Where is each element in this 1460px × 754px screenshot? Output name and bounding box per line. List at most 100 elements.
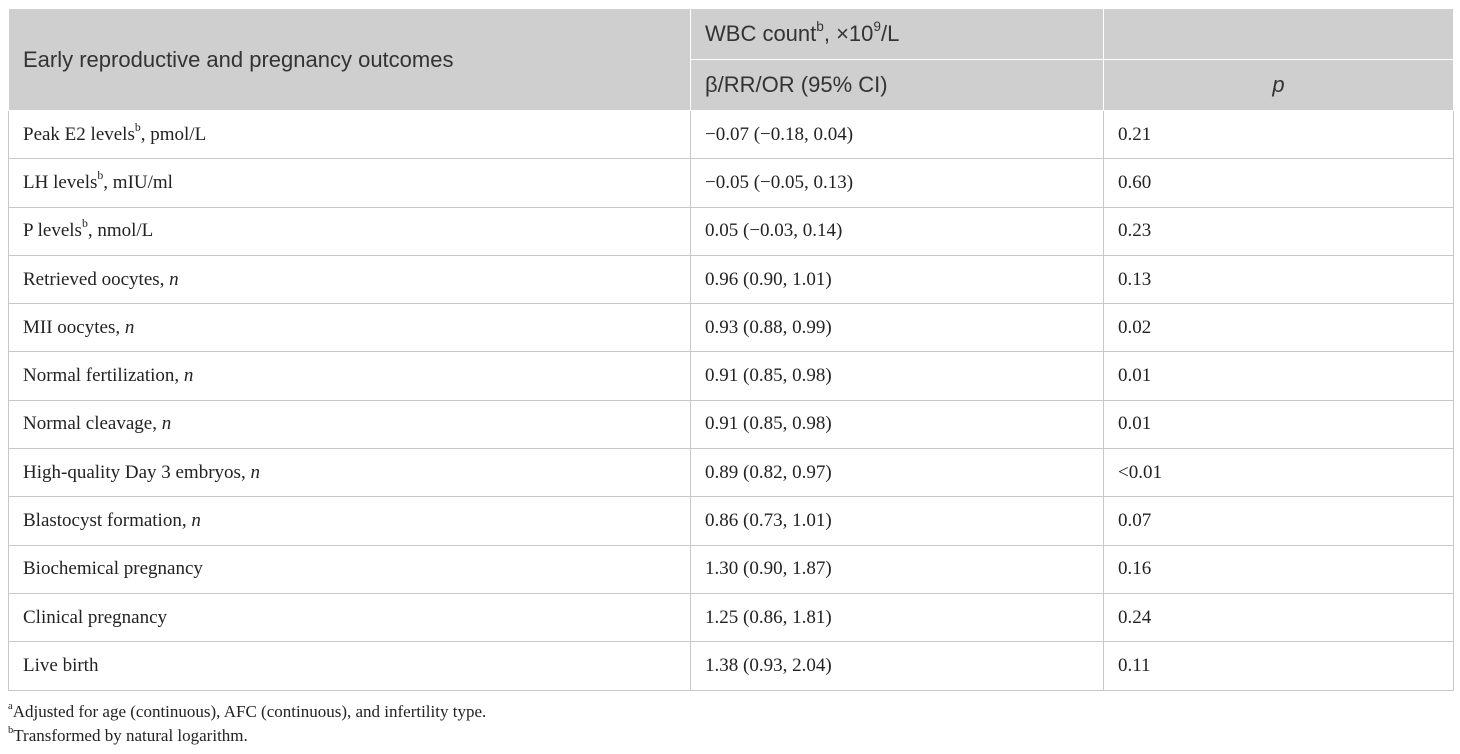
footnotes: aAdjusted for age (continuous), AFC (con… xyxy=(8,700,486,748)
wbc-column-header: WBC countb, ×109/L xyxy=(690,8,1104,60)
outcome-footnote-mark: b xyxy=(134,120,141,134)
table-row: Peak E2 levelsb, pmol/L −0.07 (−0.18, 0.0… xyxy=(8,109,1454,160)
estimate-cell: 0.93 (0.88, 0.99) xyxy=(690,303,1104,353)
p-header-label: p xyxy=(1272,72,1285,97)
p-value-cell: 0.13 xyxy=(1103,254,1454,305)
estimate-cell: 0.86 (0.73, 1.01) xyxy=(690,496,1104,546)
outcome-cell: P levelsb, nmol/L xyxy=(8,206,691,256)
outcome-unit: , xyxy=(181,510,192,532)
outcome-unit: , xyxy=(115,316,125,338)
table-row: Biochemical pregnancy 1.30 (0.90, 1.87) 0.… xyxy=(8,544,1454,594)
outcome-cell: Blastocyst formation, n xyxy=(8,496,691,546)
p-value-cell: 0.21 xyxy=(1103,109,1454,160)
outcome-name: High-quality Day 3 embryos xyxy=(23,461,241,483)
outcome-count-symbol: n xyxy=(191,510,201,532)
wbc-unit-suffix: /L xyxy=(880,21,900,46)
table-row: Clinical pregnancy 1.25 (0.86, 1.81) 0.24 xyxy=(8,592,1454,643)
outcome-name: Retrieved oocytes xyxy=(23,268,160,290)
outcome-count-symbol: n xyxy=(250,461,260,483)
outcome-unit: , xyxy=(174,365,184,387)
estimate-cell: 0.91 (0.85, 0.98) xyxy=(690,399,1104,450)
table-row: Normal fertilization, n 0.91 (0.85, 0.98)… xyxy=(8,351,1454,401)
outcome-cell: Live birth xyxy=(8,641,691,691)
table-row: MII oocytes, n 0.93 (0.88, 0.99) 0.02 xyxy=(8,303,1454,353)
outcome-count-symbol: n xyxy=(169,268,179,290)
table-row: Normal cleavage, n 0.91 (0.85, 0.98) 0.01 xyxy=(8,399,1454,450)
outcome-column-header: Early reproductive and pregnancy outcome… xyxy=(8,8,691,111)
outcome-unit: , mIU/ml xyxy=(103,171,173,193)
p-value-cell: 0.23 xyxy=(1103,206,1454,256)
p-value-cell: 0.01 xyxy=(1103,351,1454,401)
estimate-cell: 0.05 (−0.03, 0.14) xyxy=(690,206,1104,256)
estimate-cell: 1.38 (0.93, 2.04) xyxy=(690,641,1104,691)
p-value-cell: 0.60 xyxy=(1103,158,1454,208)
outcome-count-symbol: n xyxy=(124,316,135,338)
outcome-name: MII oocytes xyxy=(23,316,116,338)
outcome-name: LH levels xyxy=(23,171,98,193)
p-value-cell: 0.11 xyxy=(1103,641,1454,691)
outcome-name: Normal fertilization xyxy=(23,365,175,387)
estimate-cell: 1.30 (0.90, 1.87) xyxy=(690,544,1104,594)
outcome-header-label: Early reproductive and pregnancy outcome… xyxy=(23,46,454,72)
p-value-cell: <0.01 xyxy=(1103,448,1454,498)
p-value-cell: 0.16 xyxy=(1103,544,1454,594)
footnote-text: Transformed by natural logarithm. xyxy=(13,726,248,745)
results-table: Early reproductive and pregnancy outcome… xyxy=(8,8,1454,691)
table-row: Live birth 1.38 (0.93, 2.04) 0.11 xyxy=(8,641,1454,691)
footnote: aAdjusted for age (continuous), AFC (con… xyxy=(8,700,486,724)
wbc-unit-prefix: , ×10 xyxy=(823,21,874,46)
outcome-unit: , nmol/L xyxy=(87,220,154,242)
outcome-name: Peak E2 levels xyxy=(23,123,135,145)
footnote-mark: a xyxy=(8,701,13,713)
p-value-cell: 0.02 xyxy=(1103,303,1454,353)
outcome-cell: Normal fertilization, n xyxy=(8,351,691,401)
outcome-unit: , pmol/L xyxy=(140,123,207,145)
estimate-cell: −0.07 (−0.18, 0.04) xyxy=(690,109,1104,160)
estimate-cell: 1.25 (0.86, 1.81) xyxy=(690,592,1104,643)
table-header: Early reproductive and pregnancy outcome… xyxy=(8,8,1454,111)
outcome-name: Live birth xyxy=(23,654,99,676)
outcome-cell: Biochemical pregnancy xyxy=(8,544,691,594)
p-column-header: p xyxy=(1103,59,1454,111)
estimate-cell: 0.96 (0.90, 1.01) xyxy=(690,254,1104,305)
outcome-cell: Peak E2 levelsb, pmol/L xyxy=(8,109,691,160)
outcome-count-symbol: n xyxy=(183,365,194,387)
outcome-unit: , xyxy=(159,268,170,290)
effect-column-header: β/RR/OR (95% CI) xyxy=(690,59,1104,111)
outcome-footnote-mark: b xyxy=(81,217,88,231)
wbc-header-footnote-mark: b xyxy=(816,18,824,34)
outcome-cell: Clinical pregnancy xyxy=(8,592,691,643)
p-value-cell: 0.01 xyxy=(1103,399,1454,450)
outcome-name: P levels xyxy=(23,220,82,242)
outcome-unit: , xyxy=(240,461,251,483)
outcome-footnote-mark: b xyxy=(97,169,104,183)
estimate-cell: −0.05 (−0.05, 0.13) xyxy=(690,158,1104,208)
empty-header-cell xyxy=(1103,8,1454,60)
outcome-cell: LH levelsb, mIU/ml xyxy=(8,158,691,208)
footnote-mark: b xyxy=(8,725,14,737)
table-row: P levelsb, nmol/L 0.05 (−0.03, 0.14) 0.23 xyxy=(8,206,1454,256)
estimate-cell: 0.91 (0.85, 0.98) xyxy=(690,351,1104,401)
outcome-cell: MII oocytes, n xyxy=(8,303,691,353)
outcome-name: Clinical pregnancy xyxy=(23,606,168,628)
outcome-cell: Retrieved oocytes, n xyxy=(8,254,691,305)
footnote: bTransformed by natural logarithm. xyxy=(8,724,486,748)
effect-header-label: β/RR/OR (95% CI) xyxy=(705,72,888,97)
table-row: Blastocyst formation, n 0.86 (0.73, 1.01)… xyxy=(8,496,1454,546)
wbc-header-label: WBC count xyxy=(705,21,817,46)
table-body: Peak E2 levelsb, pmol/L −0.07 (−0.18, 0.0… xyxy=(8,109,1454,691)
outcome-cell: High-quality Day 3 embryos, n xyxy=(8,448,691,498)
wbc-unit-exponent: 9 xyxy=(873,18,881,34)
footnote-text: Adjusted for age (continuous), AFC (cont… xyxy=(12,702,487,721)
outcome-count-symbol: n xyxy=(161,413,172,435)
outcome-unit: , xyxy=(152,413,162,435)
p-value-cell: 0.07 xyxy=(1103,496,1454,546)
outcome-name: Blastocyst formation xyxy=(23,510,182,532)
estimate-cell: 0.89 (0.82, 0.97) xyxy=(690,448,1104,498)
table-row: Retrieved oocytes, n 0.96 (0.90, 1.01) 0.1… xyxy=(8,254,1454,305)
table-row: High-quality Day 3 embryos, n 0.89 (0.82,… xyxy=(8,448,1454,498)
outcome-cell: Normal cleavage, n xyxy=(8,399,691,450)
outcome-name: Normal cleavage xyxy=(23,413,153,435)
p-value-cell: 0.24 xyxy=(1103,592,1454,643)
outcome-name: Biochemical pregnancy xyxy=(23,558,203,580)
